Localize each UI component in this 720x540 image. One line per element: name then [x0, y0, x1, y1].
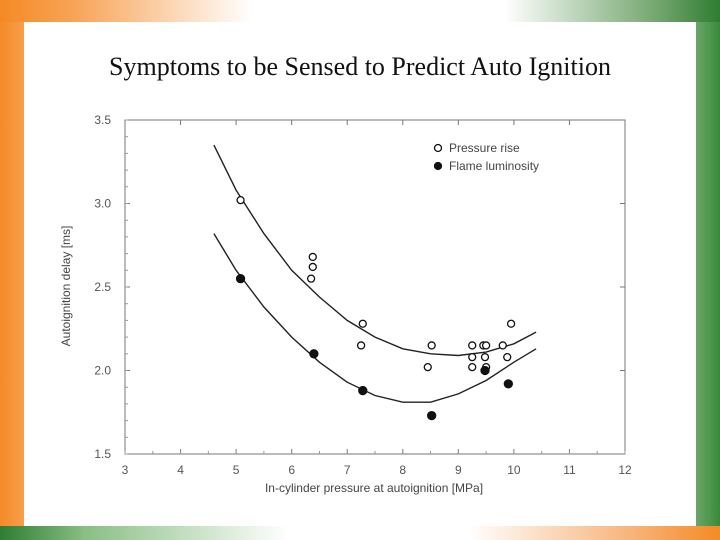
pressure-rise-point [481, 341, 491, 350]
y-tick-label: 3.0 [94, 197, 111, 211]
pressure-rise-point [480, 352, 490, 362]
pressure-rise-point [468, 341, 477, 350]
x-tick-label: 11 [563, 463, 576, 477]
pressure-rise-point [468, 352, 477, 362]
pressure-rise-point [236, 196, 245, 205]
legend: Pressure rise Flame luminosity [433, 141, 539, 173]
pressure-rise-point [503, 352, 512, 362]
pressure-rise-point [306, 274, 316, 283]
y-tick-label: 3.5 [94, 113, 111, 127]
flame-luminosity-point [358, 385, 368, 396]
y-axis-label: Autoignition delay [ms] [59, 226, 73, 347]
plot-frame [124, 119, 626, 455]
y-axis-ticks: 1.5 2.0 2.5 3.0 3.5 [94, 113, 625, 461]
flame-luminosity-point [309, 349, 319, 359]
pressure-rise-point [308, 252, 317, 262]
x-axis-ticks: 3 4 5 6 7 8 9 10 11 12 [122, 120, 632, 477]
y-tick-label: 2.0 [94, 364, 111, 378]
x-tick-label: 10 [507, 463, 521, 477]
pressure-rise-point [308, 262, 317, 272]
y-tick-label: 2.5 [94, 280, 111, 294]
x-tick-label: 6 [288, 463, 295, 477]
pressure-rise-point [506, 319, 516, 328]
legend-label: Pressure rise [449, 141, 520, 155]
fit-curves [213, 144, 537, 403]
pressure-rise-point [498, 341, 507, 350]
plot-border [124, 119, 626, 455]
pressure-rise-point [423, 363, 432, 372]
flame-luminosity-point [503, 379, 513, 389]
pressure-rise-point [358, 319, 367, 328]
pressure-rise-point [427, 341, 436, 350]
x-tick-label: 5 [233, 463, 240, 477]
flame-luminosity-point [427, 410, 437, 421]
flame-luminosity-point [235, 273, 246, 284]
x-tick-label: 3 [122, 463, 129, 477]
fit-curve-pressure-rise [213, 144, 537, 357]
pressure-rise-point [468, 363, 477, 372]
legend-label: Flame luminosity [449, 159, 539, 173]
pressure-rise-point [356, 341, 366, 350]
y-tick-label: 1.5 [94, 447, 111, 461]
chart: 1.5 2.0 2.5 3.0 3.5 3 4 5 6 7 8 9 10 11 12 Pressure r… [59, 113, 632, 495]
slide-panel: Symptoms to be Sensed to Predict Auto Ig… [24, 22, 696, 526]
x-tick-label: 12 [618, 463, 632, 477]
x-axis-label: In-cylinder pressure at autoignition [MP… [265, 481, 483, 495]
x-tick-label: 7 [344, 463, 351, 477]
flame-luminosity-point [480, 365, 490, 376]
legend-marker [433, 161, 443, 171]
x-tick-label: 8 [399, 463, 406, 477]
x-tick-label: 9 [455, 463, 462, 477]
fit-curve-flame-luminosity [213, 233, 537, 403]
x-tick-label: 4 [177, 463, 184, 477]
bottom-decorative-band [0, 526, 720, 540]
slide-title: Symptoms to be Sensed to Predict Auto Ig… [109, 52, 611, 81]
data-markers [235, 196, 516, 421]
legend-marker [433, 143, 443, 153]
top-decorative-band [0, 0, 720, 22]
